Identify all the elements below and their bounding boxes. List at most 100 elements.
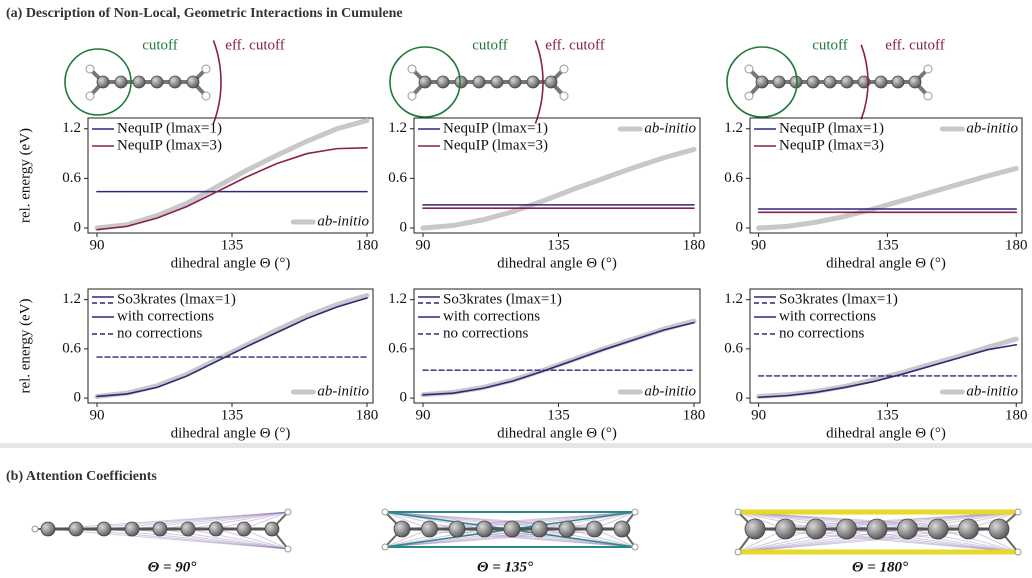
- page: (a) Description of Non-Local, Geometric …: [0, 0, 1032, 578]
- legend-title: So3krates (lmax=1): [443, 291, 562, 307]
- carbon-atom: [909, 76, 921, 88]
- carbon-atom: [69, 522, 83, 536]
- angle-label: Θ = 135°: [477, 559, 533, 575]
- carbon-atom: [419, 76, 431, 88]
- carbon-atom: [545, 76, 557, 88]
- legend-label: NequIP (lmax=3): [117, 137, 222, 153]
- hydrogen-atom: [1015, 549, 1021, 555]
- carbon-atom: [153, 522, 167, 536]
- legend-label: no corrections: [117, 325, 203, 341]
- carbon-atom: [187, 76, 199, 88]
- y-tick-label: 0: [74, 219, 82, 235]
- hydrogen-atom: [560, 65, 568, 73]
- x-tick-label: 90: [90, 237, 105, 253]
- separator: [0, 443, 1032, 448]
- series-line: [759, 168, 1017, 228]
- legend-label: NequIP (lmax=1): [443, 120, 548, 136]
- carbon-atom: [892, 76, 904, 88]
- carbon-atom: [169, 76, 181, 88]
- carbon-atom: [756, 76, 768, 88]
- carbon-atom: [837, 519, 857, 539]
- hydrogen-atom: [285, 509, 291, 515]
- y-tick-label: 1.2: [724, 120, 743, 136]
- y-tick-label: 0.6: [724, 170, 743, 186]
- x-tick-label: 135: [876, 407, 899, 423]
- x-tick-label: 135: [876, 237, 899, 253]
- hydrogen-atom: [745, 92, 753, 100]
- carbon-atom: [455, 76, 467, 88]
- y-tick-label: 0: [400, 219, 408, 235]
- carbon-atom: [97, 522, 111, 536]
- x-tick-label: 180: [683, 237, 706, 253]
- x-axis-label: dihedral angle Θ (°): [497, 425, 617, 441]
- carbon-atom: [209, 522, 223, 536]
- eff-cutoff-label: eff. cutoff: [885, 37, 944, 53]
- eff-cutoff-label: eff. cutoff: [225, 37, 284, 53]
- carbon-atom: [151, 76, 163, 88]
- x-axis-label: dihedral angle Θ (°): [171, 425, 291, 441]
- legend-label: with corrections: [443, 308, 540, 324]
- section-title: (b) Attention Coefficients: [6, 469, 157, 484]
- legend-label: ab-initio: [317, 213, 369, 229]
- legend-label: with corrections: [779, 308, 876, 324]
- carbon-atom: [776, 519, 796, 539]
- legend-label: ab-initio: [644, 383, 696, 399]
- x-axis-label: dihedral angle Θ (°): [171, 255, 291, 271]
- x-tick-label: 90: [416, 407, 431, 423]
- x-tick-label: 180: [356, 237, 379, 253]
- y-tick-label: 0: [74, 390, 82, 406]
- hydrogen-atom: [1015, 509, 1021, 515]
- eff-cutoff-arc: [213, 40, 221, 123]
- x-axis-label: dihedral angle Θ (°): [497, 255, 617, 271]
- y-tick-label: 1.2: [62, 120, 81, 136]
- carbon-atom: [125, 522, 139, 536]
- x-tick-label: 180: [1005, 237, 1028, 253]
- y-tick-label: 0: [400, 390, 408, 406]
- legend-label: ab-initio: [966, 120, 1018, 136]
- x-tick-label: 180: [1005, 407, 1028, 423]
- x-tick-label: 90: [416, 237, 431, 253]
- carbon-atom: [559, 521, 575, 537]
- legend-label: with corrections: [117, 308, 214, 324]
- y-tick-label: 0.6: [62, 340, 81, 356]
- cutoff-label: cutoff: [472, 37, 508, 53]
- carbon-atom: [807, 76, 819, 88]
- carbon-atom: [41, 522, 55, 536]
- legend-label: NequIP (lmax=1): [117, 120, 222, 136]
- hydrogen-atom: [924, 92, 932, 100]
- hydrogen-atom: [632, 544, 638, 550]
- carbon-atom: [437, 76, 449, 88]
- legend-label: no corrections: [779, 325, 865, 341]
- hydrogen-atom: [382, 509, 388, 515]
- carbon-atom: [959, 519, 979, 539]
- legend-label: ab-initio: [966, 383, 1018, 399]
- carbon-atom: [806, 519, 826, 539]
- angle-label: Θ = 180°: [852, 559, 908, 575]
- x-tick-label: 135: [547, 407, 570, 423]
- x-tick-label: 90: [751, 237, 766, 253]
- legend-label: NequIP (lmax=3): [779, 137, 884, 153]
- legend-label: NequIP (lmax=1): [779, 120, 884, 136]
- x-axis-label: dihedral angle Θ (°): [826, 425, 946, 441]
- carbon-atom: [532, 521, 548, 537]
- hydrogen-atom: [408, 92, 416, 100]
- carbon-atom: [97, 76, 109, 88]
- x-tick-label: 180: [683, 407, 706, 423]
- legend-label: ab-initio: [317, 383, 369, 399]
- hydrogen-atom: [382, 544, 388, 550]
- carbon-atom: [473, 76, 485, 88]
- x-tick-label: 135: [547, 237, 570, 253]
- y-tick-label: 0.6: [62, 170, 81, 186]
- x-tick-label: 135: [221, 237, 244, 253]
- carbon-atom: [745, 519, 765, 539]
- cutoff-label: cutoff: [142, 37, 178, 53]
- hydrogen-atom: [745, 65, 753, 73]
- hydrogen-atom: [632, 509, 638, 515]
- carbon-atom: [449, 521, 465, 537]
- carbon-atom: [394, 521, 410, 537]
- carbon-atom: [824, 76, 836, 88]
- carbon-atom: [265, 522, 279, 536]
- hydrogen-atom: [285, 546, 291, 552]
- carbon-atom: [928, 519, 948, 539]
- y-tick-label: 1.2: [724, 291, 743, 307]
